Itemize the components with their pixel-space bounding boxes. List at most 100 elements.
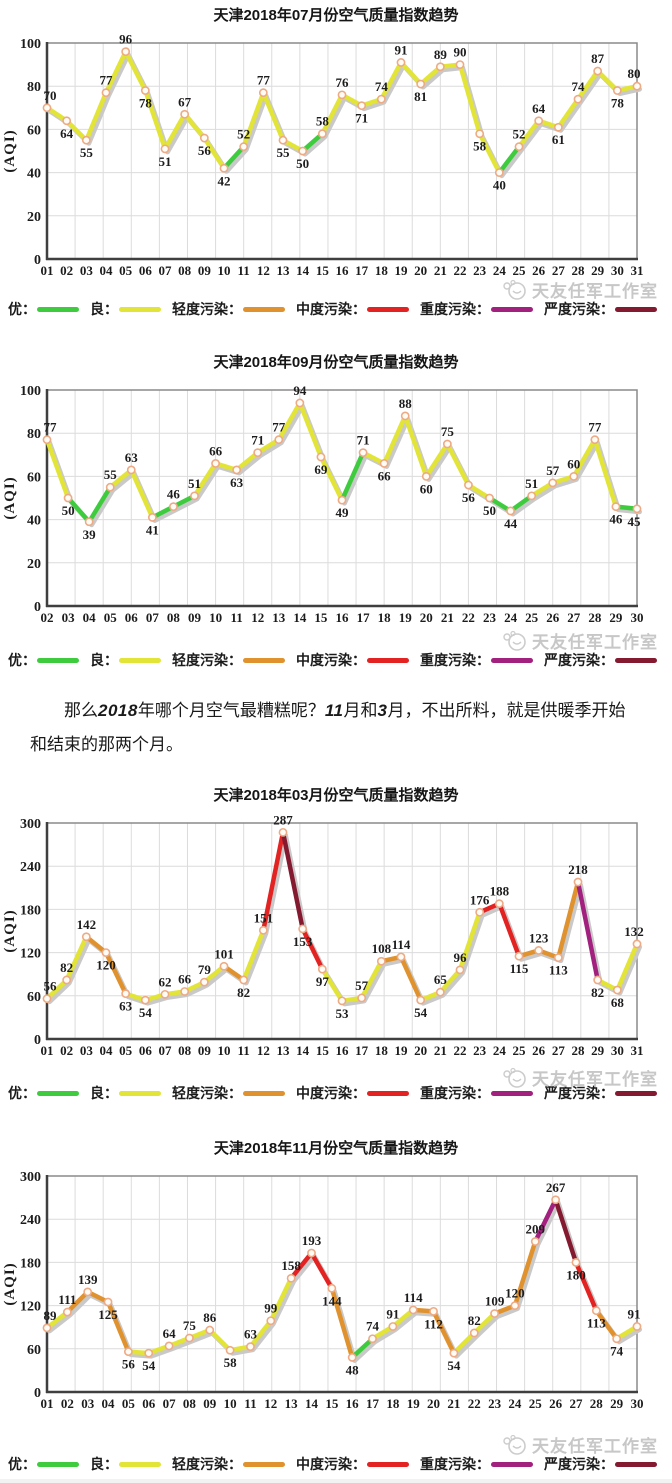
svg-text:176: 176: [470, 892, 490, 907]
svg-text:12: 12: [257, 1043, 270, 1058]
svg-text:10: 10: [218, 263, 231, 278]
data-point: [316, 452, 326, 462]
svg-text:16: 16: [336, 610, 350, 625]
data-point: [101, 88, 111, 98]
legend-color-swatch: [615, 1090, 657, 1096]
data-point: [199, 133, 209, 143]
data-point: [569, 472, 579, 481]
legend-label: 优：: [8, 1085, 36, 1101]
data-point: [449, 1348, 459, 1358]
watermark: 天友任军工作室: [502, 277, 658, 302]
data-point: [455, 60, 465, 69]
svg-text:21: 21: [434, 1043, 447, 1058]
svg-text:56: 56: [462, 490, 476, 505]
svg-text:29: 29: [609, 610, 623, 625]
data-point: [475, 907, 485, 917]
data-point: [62, 975, 72, 985]
svg-text:42: 42: [218, 173, 231, 188]
svg-text:70: 70: [44, 88, 57, 103]
legend-color-swatch: [491, 306, 533, 312]
legend-item: 轻度污染：: [172, 1454, 285, 1474]
svg-text:151: 151: [254, 910, 274, 925]
data-point: [573, 94, 583, 104]
data-point: [63, 493, 73, 503]
legend-item: 中度污染：: [296, 650, 409, 670]
svg-text:55: 55: [277, 145, 291, 160]
data-point: [266, 1316, 276, 1326]
legend-label: 良：: [90, 1456, 118, 1472]
data-labels: 70 64 55 77 96 78 51 67 56 42 52 77 55 50 58 76 71 74 91 81…: [44, 32, 641, 193]
data-point: [416, 79, 426, 89]
svg-text:82: 82: [237, 985, 250, 1000]
svg-text:06: 06: [125, 610, 139, 625]
svg-text:20: 20: [414, 1043, 427, 1058]
svg-text:63: 63: [125, 450, 139, 465]
svg-text:66: 66: [209, 443, 223, 458]
svg-text:07: 07: [159, 263, 173, 278]
legend-label: 重度污染：: [420, 301, 490, 317]
svg-text:57: 57: [546, 463, 560, 478]
svg-text:64: 64: [163, 1326, 177, 1341]
svg-text:24: 24: [504, 610, 518, 625]
data-point: [494, 899, 504, 909]
svg-text:77: 77: [44, 420, 58, 435]
svg-text:05: 05: [104, 610, 118, 625]
svg-text:132: 132: [624, 924, 644, 939]
svg-text:39: 39: [83, 527, 97, 542]
data-point: [121, 989, 131, 999]
legend-color-swatch: [367, 1090, 409, 1096]
point-markers: [42, 1195, 642, 1362]
data-point: [169, 502, 178, 512]
svg-text:100: 100: [20, 384, 41, 399]
data-point: [205, 1325, 215, 1335]
svg-text:19: 19: [399, 610, 413, 625]
legend-item: 良：: [90, 650, 161, 670]
studio-logo-icon: [503, 1434, 526, 1455]
svg-text:21: 21: [447, 1396, 460, 1411]
svg-text:18: 18: [378, 610, 392, 625]
svg-text:40: 40: [27, 167, 41, 182]
data-point: [101, 948, 111, 957]
svg-text:91: 91: [386, 1306, 399, 1321]
data-point: [530, 1237, 540, 1246]
data-point: [190, 491, 199, 501]
svg-text:26: 26: [532, 1043, 546, 1058]
svg-text:23: 23: [473, 1043, 487, 1058]
svg-text:60: 60: [27, 1343, 41, 1358]
y-axis-title: (AQI): [2, 129, 18, 172]
legend-item: 轻度污染：: [172, 1083, 285, 1103]
svg-text:15: 15: [316, 263, 330, 278]
data-point: [442, 439, 452, 449]
svg-text:75: 75: [183, 1318, 197, 1333]
chart-title-march: 天津2018年03月份空气质量指数趋势: [213, 787, 459, 804]
svg-text:02: 02: [60, 1043, 73, 1058]
svg-text:52: 52: [237, 127, 250, 142]
svg-text:22: 22: [462, 610, 475, 625]
series-line: [44, 1197, 640, 1360]
svg-text:26: 26: [549, 1396, 563, 1411]
data-point: [376, 94, 386, 104]
svg-text:30: 30: [611, 1043, 624, 1058]
svg-text:82: 82: [60, 960, 73, 975]
data-point: [239, 142, 249, 152]
svg-text:01: 01: [41, 263, 54, 278]
aqi-chart-section-november: 天津2018年11月份空气质量指数趋势 0 60 120 180 240 300 (AQI)…: [0, 1113, 672, 1479]
svg-text:20: 20: [414, 263, 427, 278]
svg-text:0: 0: [34, 1386, 41, 1401]
legend-color-swatch: [119, 1090, 161, 1096]
data-point: [160, 989, 170, 999]
svg-text:05: 05: [119, 1043, 133, 1058]
legend-label: 重度污染：: [420, 1456, 490, 1472]
svg-text:97: 97: [316, 974, 330, 989]
svg-text:77: 77: [100, 73, 114, 88]
svg-text:54: 54: [142, 1358, 156, 1373]
svg-text:57: 57: [355, 978, 369, 993]
data-point: [62, 1307, 72, 1317]
data-point: [347, 1353, 357, 1362]
legend-item: 严度污染：: [544, 299, 657, 319]
legend-label: 严度污染：: [544, 301, 614, 317]
data-point: [103, 1297, 113, 1307]
data-point: [612, 86, 622, 95]
svg-text:142: 142: [77, 917, 97, 932]
data-point: [258, 88, 268, 98]
